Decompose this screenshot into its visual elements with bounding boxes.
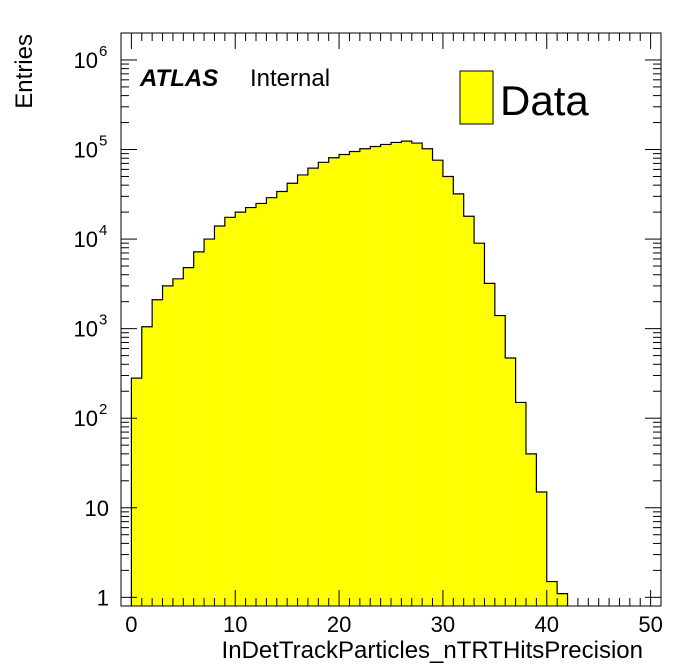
histogram-bar	[339, 154, 350, 606]
histogram-bar	[474, 243, 485, 606]
x-tick-label: 40	[535, 612, 559, 637]
histogram-bar	[484, 283, 495, 606]
histogram-bar	[318, 162, 329, 606]
histogram-bar	[557, 593, 568, 606]
y-tick-exponent: 6	[99, 43, 107, 60]
y-tick-exponent: 5	[99, 133, 107, 150]
histogram-bar	[245, 207, 256, 606]
histogram-bar	[401, 141, 412, 606]
histogram-bar	[546, 581, 558, 606]
histogram-bars	[130, 140, 569, 607]
x-tick-label: 30	[431, 612, 455, 637]
histogram-bar	[463, 216, 475, 606]
y-tick-label: 10	[85, 496, 109, 521]
histogram-bar	[152, 299, 163, 606]
histogram-bar	[141, 326, 153, 606]
histogram-bar	[162, 285, 173, 606]
histogram-bar	[359, 148, 371, 606]
histogram-bar	[349, 151, 360, 606]
x-axis-title: InDetTrackParticles_nTRTHitsPrecision	[222, 637, 643, 664]
histogram-bar	[183, 267, 194, 606]
histogram-bar	[256, 203, 267, 606]
y-tick-label: 10	[74, 317, 98, 342]
histogram-bar	[287, 183, 298, 606]
histogram-bar	[214, 225, 225, 607]
y-tick-exponent: 2	[99, 401, 107, 418]
x-tick-label: 20	[327, 612, 351, 637]
legend-label: Data	[500, 77, 589, 124]
plot-frame	[120, 32, 662, 607]
histogram-outline	[130, 140, 569, 606]
histogram-bar	[494, 315, 506, 606]
atlas-label: ATLAS	[139, 65, 218, 92]
histogram-bar	[204, 239, 215, 606]
x-tick-labels: 0 10 20 30 40 50	[125, 612, 663, 637]
histogram-bar	[453, 193, 464, 606]
histogram-bar	[432, 160, 443, 606]
x-tick-label: 50	[638, 612, 662, 637]
legend: Data	[459, 70, 589, 125]
histogram-bar	[422, 148, 433, 606]
y-tick-label: 1	[97, 585, 109, 610]
y-tick-exponent: 3	[99, 312, 107, 329]
histogram-bar	[515, 402, 526, 606]
histogram-bar	[505, 358, 516, 606]
legend-swatch	[459, 70, 494, 125]
histogram-bar	[193, 251, 205, 607]
histogram-bar	[526, 453, 537, 606]
x-tick-label: 0	[125, 612, 137, 637]
y-tick-label: 10	[74, 227, 98, 252]
histogram-bar	[131, 378, 142, 606]
histogram-bar	[411, 143, 423, 607]
y-axis-title: Entries	[11, 34, 38, 109]
y-tick-label: 10	[74, 48, 98, 73]
histogram-bar	[235, 212, 246, 606]
internal-label: Internal	[250, 65, 330, 92]
x-tick-label: 10	[223, 612, 247, 637]
histogram-bar	[297, 174, 308, 606]
histogram-bar	[172, 278, 184, 606]
histogram-bar	[380, 144, 391, 606]
y-tick-label: 10	[74, 138, 98, 163]
histogram-bar	[307, 168, 319, 606]
histogram-bar	[442, 176, 454, 606]
y-tick-label: 10	[74, 406, 98, 431]
y-tick-exponent: 4	[99, 222, 107, 239]
histogram-bar	[224, 217, 236, 607]
histogram-bar	[328, 157, 340, 606]
histogram-bar	[266, 197, 277, 606]
histogram-bar	[370, 146, 381, 606]
histogram-bar	[536, 491, 547, 606]
histogram-bar	[391, 142, 402, 606]
histogram-bar	[276, 191, 288, 606]
